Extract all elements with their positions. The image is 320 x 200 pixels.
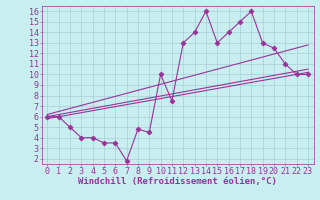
X-axis label: Windchill (Refroidissement éolien,°C): Windchill (Refroidissement éolien,°C): [78, 177, 277, 186]
